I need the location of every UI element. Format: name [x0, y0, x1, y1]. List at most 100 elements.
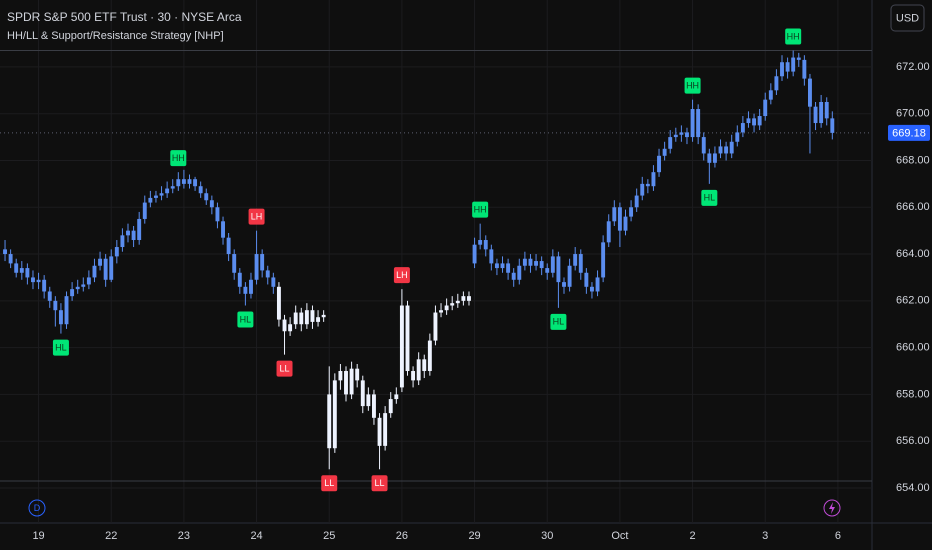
candle-body	[25, 268, 30, 278]
candle-body	[550, 256, 555, 273]
candle-body	[92, 265, 97, 278]
pivot-badge	[321, 475, 338, 492]
candle-body	[662, 148, 667, 156]
candle-body	[807, 78, 812, 107]
dividend-icon-glyph: D	[34, 503, 41, 513]
candle-body	[819, 101, 824, 124]
candle-body	[645, 183, 650, 187]
candle-body	[355, 368, 360, 381]
candle-body	[81, 284, 86, 287]
candle-body	[472, 244, 477, 264]
candle-body	[47, 291, 52, 301]
y-tick-label: 666.00	[896, 201, 930, 213]
candle-body	[288, 324, 293, 332]
pivot-label: LL	[280, 364, 290, 374]
y-tick-label: 656.00	[896, 435, 930, 447]
candle-body	[215, 207, 220, 222]
candle-body	[98, 258, 103, 266]
x-tick-label: Oct	[611, 530, 628, 542]
currency-button[interactable]	[890, 4, 925, 32]
candle-body	[14, 263, 19, 273]
candle-body	[673, 134, 678, 138]
candle-body	[511, 272, 516, 280]
dividend-icon[interactable]	[28, 499, 46, 517]
candle-body	[578, 254, 583, 273]
pivot-label: LL	[324, 478, 334, 488]
candle-body	[735, 132, 740, 142]
candle-body	[612, 207, 617, 222]
x-tick-label: 24	[250, 530, 262, 542]
candle-body	[584, 272, 589, 287]
candle-body	[153, 195, 158, 198]
candle-body	[198, 186, 203, 194]
candle-body	[651, 172, 656, 187]
candle-body	[450, 303, 455, 306]
candle-body	[522, 258, 527, 266]
pivot-badge	[393, 267, 410, 284]
candle-body	[204, 193, 209, 201]
candle-body	[623, 216, 628, 231]
candle-body	[740, 123, 745, 133]
y-tick-label: 672.00	[896, 61, 930, 73]
candle-body	[137, 218, 142, 241]
candle-body	[304, 310, 309, 325]
candle-body	[332, 380, 337, 449]
x-tick-label: 23	[178, 530, 190, 542]
candle-body	[399, 305, 404, 388]
pivot-label: HH	[474, 205, 487, 215]
candle-body	[617, 207, 622, 231]
candle-body	[8, 254, 13, 264]
candle-body	[718, 146, 723, 154]
candle-body	[802, 59, 807, 79]
candle-body	[243, 286, 248, 294]
pivot-badge	[371, 475, 388, 492]
y-tick-label: 670.00	[896, 108, 930, 120]
pivot-label: HL	[704, 193, 716, 203]
candle-body	[36, 279, 41, 283]
x-tick-label: 19	[32, 530, 44, 542]
pivot-label: HL	[553, 317, 565, 327]
candle-body	[232, 254, 237, 273]
y-tick-label: 668.00	[896, 154, 930, 166]
chart-title: SPDR S&P 500 ETF Trust · 30 · NYSE Arca	[7, 10, 242, 24]
candle-body	[478, 240, 483, 245]
candle-body	[455, 300, 460, 304]
candle-body	[416, 359, 421, 381]
candle-body	[668, 137, 673, 149]
candle-body	[634, 195, 639, 208]
candle-body	[707, 153, 712, 163]
event-icon[interactable]	[823, 499, 841, 517]
candle-body	[679, 132, 684, 135]
candle-body	[405, 305, 410, 372]
x-tick-label: 29	[468, 530, 480, 542]
candle-body	[388, 399, 393, 414]
x-tick-label: 6	[835, 530, 841, 542]
pivot-label: HL	[240, 314, 252, 324]
candle-body	[209, 200, 214, 208]
candle-body	[360, 380, 365, 407]
candle-body	[528, 258, 533, 266]
candle-body	[433, 312, 438, 341]
pivot-label: HH	[172, 153, 185, 163]
candle-body	[791, 57, 796, 72]
candle-body	[176, 179, 181, 187]
candle-body	[276, 286, 281, 320]
candle-body	[260, 254, 265, 271]
candle-body	[696, 109, 701, 138]
candle-body	[534, 261, 539, 266]
candle-body	[506, 263, 511, 273]
candle-body	[757, 116, 762, 126]
candle-body	[42, 279, 47, 292]
candle-body	[165, 188, 170, 194]
candle-body	[159, 193, 164, 196]
candle-body	[539, 261, 544, 269]
pivot-label: HH	[787, 31, 800, 41]
pivot-badge	[684, 77, 701, 94]
candle-body	[131, 230, 136, 241]
candle-body	[58, 310, 63, 325]
x-tick-label: 30	[541, 530, 553, 542]
candle-body	[494, 263, 499, 269]
pivot-badge	[170, 150, 187, 167]
